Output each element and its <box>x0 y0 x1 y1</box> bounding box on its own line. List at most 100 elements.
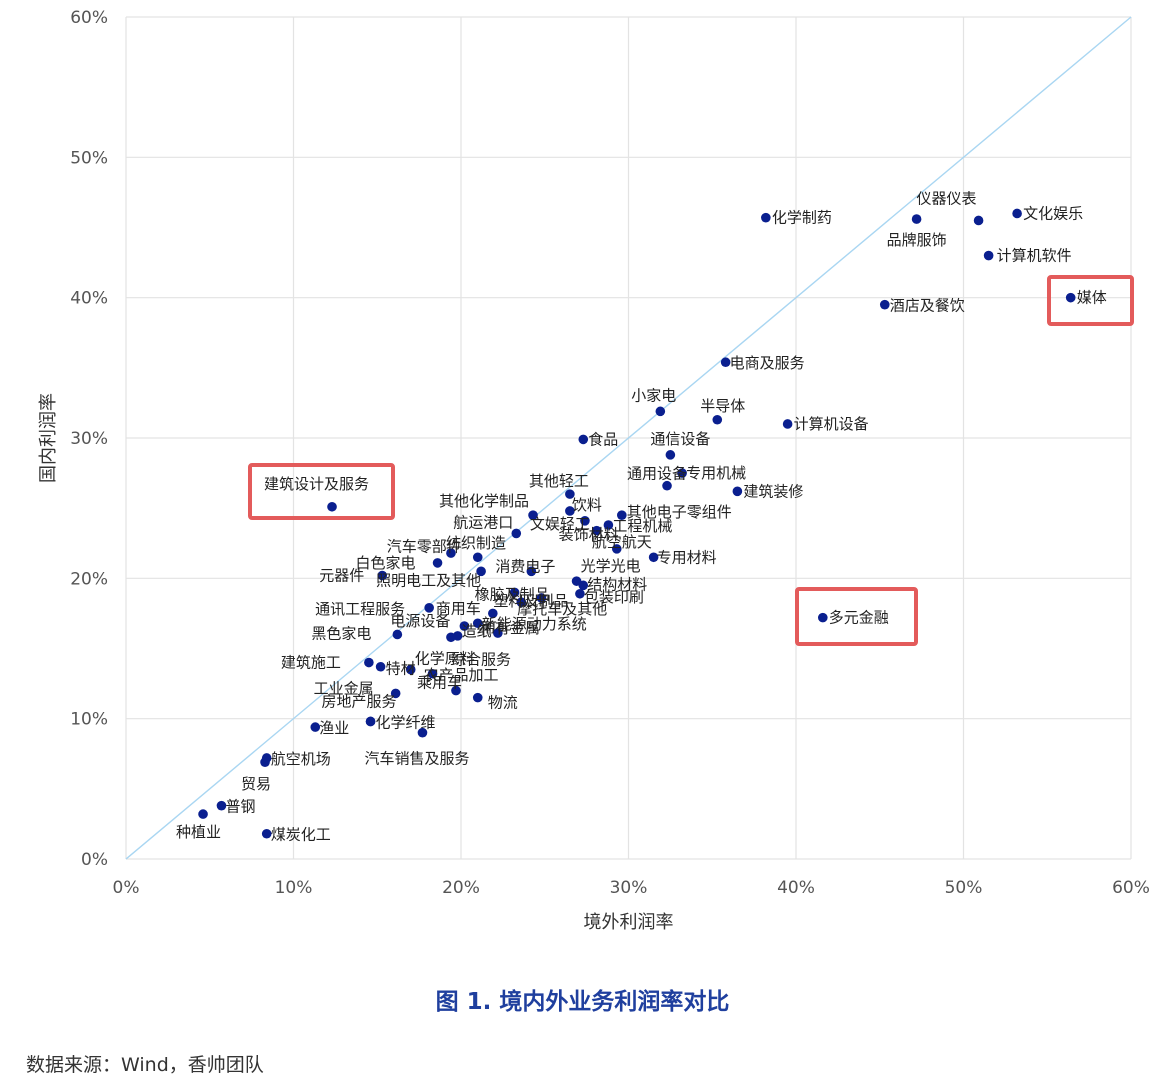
y-tick-label: 20% <box>70 569 108 589</box>
point-label: 造纸 <box>462 622 492 640</box>
point-label: 包装印刷 <box>584 588 644 606</box>
data-point <box>216 800 227 811</box>
data-point <box>782 419 793 429</box>
x-tick-label: 20% <box>442 878 480 898</box>
x-axis-title: 境外利润率 <box>584 912 674 933</box>
point-label: 酒店及餐饮 <box>890 297 965 315</box>
point-label: 食品 <box>588 430 618 448</box>
data-point <box>677 468 687 478</box>
data-point <box>536 593 547 603</box>
data-point <box>424 603 434 613</box>
data-point <box>260 757 270 767</box>
data-point <box>665 450 676 460</box>
point-label: 半导体 <box>700 397 745 415</box>
data-point <box>375 661 386 672</box>
highlight-boxes <box>248 275 1134 646</box>
point-label: 航空航天 <box>592 533 652 551</box>
data-point <box>327 501 337 512</box>
data-point <box>526 566 537 577</box>
data-point <box>603 520 614 530</box>
y-tick-label: 0% <box>81 850 108 870</box>
data-point <box>472 692 483 703</box>
data-point <box>392 629 403 640</box>
data-point <box>390 688 401 699</box>
x-tick-label: 60% <box>1112 878 1150 898</box>
point-label: 橡胶及制品 <box>475 585 550 603</box>
point-label: 煤炭化工 <box>271 826 331 844</box>
point-label: 文娱轻工 <box>530 515 590 533</box>
data-point <box>365 716 376 727</box>
data-point <box>432 558 443 568</box>
point-label: 化学纤维 <box>376 713 436 731</box>
point-label: 专用机械 <box>686 464 746 482</box>
point-label: 建筑施工 <box>281 654 341 672</box>
point-label: 专用材料 <box>657 548 717 566</box>
highlight-box <box>795 587 918 646</box>
x-tick-label: 50% <box>945 878 983 898</box>
data-point <box>377 570 388 581</box>
point-label: 稀有金属 <box>480 619 540 637</box>
data-point <box>655 406 666 417</box>
point-label: 摩托车及其他 <box>517 600 607 618</box>
data-point <box>578 580 589 591</box>
point-label: 结构材料 <box>587 575 647 593</box>
data-source-note: 数据来源：Wind，香帅团队 <box>26 1054 264 1076</box>
data-point <box>1012 208 1022 219</box>
point-label: 品牌服饰 <box>887 231 947 249</box>
data-point <box>578 434 589 445</box>
data-point <box>446 548 456 558</box>
data-point <box>476 566 486 577</box>
scatter-chart: 0% 10% 20% 30% 40% 50% 60% 0% 10% 20% 30% 40% 50% 60%… <box>38 8 1150 933</box>
y-tick-label: 40% <box>70 289 108 309</box>
point-label: 化学制药 <box>772 209 832 227</box>
data-point <box>405 664 416 675</box>
point-label: 文化娱乐 <box>1023 204 1083 222</box>
point-label: 工程机械 <box>612 517 672 535</box>
point-label: 通讯工程服务 <box>315 600 405 618</box>
data-point <box>712 414 723 425</box>
data-point <box>580 515 590 526</box>
data-point <box>617 510 627 520</box>
point-label: 其他电子零组件 <box>627 503 732 521</box>
data-point <box>528 510 538 520</box>
x-tick-label: 10% <box>275 878 313 898</box>
data-point <box>1065 292 1076 303</box>
point-label: 电商及服务 <box>730 354 805 372</box>
highlight-box <box>1047 275 1134 326</box>
point-label: 贸易 <box>241 775 271 793</box>
point-label: 电源设备 <box>390 612 450 630</box>
data-point <box>364 657 374 668</box>
point-label: 计算机软件 <box>997 247 1072 265</box>
highlighted-point-label: 多元金融 <box>829 609 889 627</box>
data-point <box>732 486 743 497</box>
data-point <box>516 597 527 607</box>
highlighted-point-label: 建筑设计及服务 <box>264 475 369 493</box>
x-tick-label: 30% <box>610 878 648 898</box>
point-label: 其他轻工 <box>529 472 589 490</box>
point-label: 普钢 <box>225 798 255 816</box>
point-label: 通用设备 <box>627 465 687 483</box>
point-label: 元器件 <box>319 567 364 585</box>
point-label: 照明电工及其他 <box>376 571 481 589</box>
point-label: 黑色家电 <box>311 624 371 642</box>
data-point <box>648 552 659 563</box>
data-point <box>565 506 575 516</box>
data-point <box>511 528 522 539</box>
data-point <box>310 722 321 732</box>
point-label: 物流 <box>488 694 518 712</box>
x-tick-label: 0% <box>113 878 140 898</box>
point-label: 商用车 <box>436 599 481 617</box>
data-point <box>261 828 272 839</box>
data-point <box>720 357 731 368</box>
point-label: 其他化学制品 <box>439 492 529 510</box>
point-label: 特材 <box>386 660 416 678</box>
point-label: 农产品加工 <box>424 666 499 684</box>
data-point <box>472 618 483 629</box>
y-tick-label: 60% <box>70 8 108 28</box>
y-tick-label: 10% <box>70 710 108 730</box>
data-point <box>427 668 438 679</box>
point-label: 新能源动力系统 <box>482 615 587 633</box>
point-label: 乘用车 <box>417 674 462 692</box>
data-point <box>818 612 828 623</box>
